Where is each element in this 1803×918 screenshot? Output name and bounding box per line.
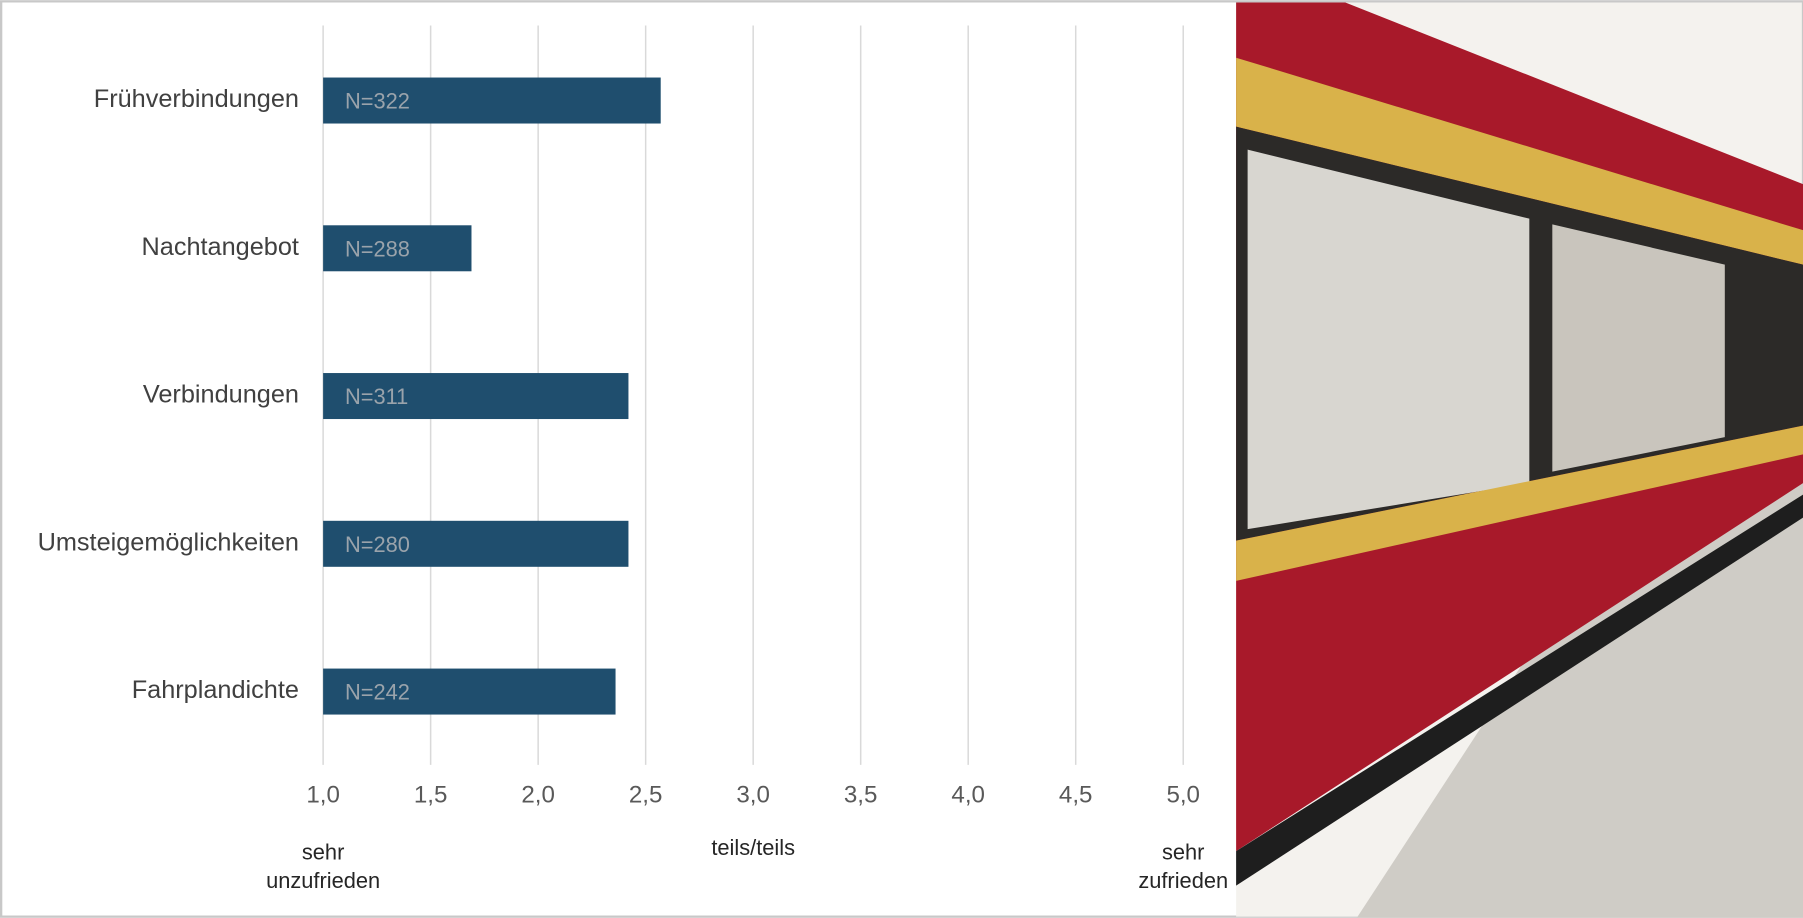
y-tick-label: Umsteigemöglichkeiten (38, 528, 299, 556)
y-tick-label: Fahrplandichte (132, 676, 299, 704)
y-tick-label: Nachtangebot (142, 233, 299, 261)
bar-label: N=322 (345, 89, 410, 114)
annotation-line: sehr (1162, 839, 1204, 864)
bar-label: N=242 (345, 680, 410, 705)
bar-label: N=311 (345, 384, 408, 409)
window-glass (1552, 224, 1725, 472)
x-tick-label: 5,0 (1166, 781, 1200, 808)
photo (1236, 2, 1803, 918)
annotation-line: unzufrieden (266, 868, 380, 893)
x-tick-label: 3,5 (844, 781, 878, 808)
bar (323, 225, 472, 272)
x-tick-label: 4,5 (1059, 781, 1093, 808)
x-tick-label: 3,0 (736, 781, 770, 808)
train-stripe (1236, 425, 1803, 581)
y-tick-label: Frühverbindungen (94, 85, 299, 113)
y-tick-label: Verbindungen (143, 381, 299, 409)
train-skirt (1236, 494, 1803, 886)
bar (323, 77, 661, 124)
x-tick-label: 1,0 (306, 781, 340, 808)
axis-annotation: sehr unzufrieden (266, 839, 380, 893)
x-tick-label: 2,5 (629, 781, 663, 808)
bar (323, 520, 629, 567)
train-stripe (1236, 57, 1803, 265)
bar-label: N=288 (345, 236, 410, 261)
axis-annotation: teils/teils (711, 835, 795, 860)
x-tick-label: 1,5 (414, 781, 448, 808)
bar (323, 668, 616, 715)
x-tick-label: 4,0 (951, 781, 985, 808)
bar (323, 373, 629, 420)
annotation-line: zufrieden (1138, 868, 1228, 893)
bar-label: N=280 (345, 532, 410, 557)
axis-annotation: sehr zufrieden (1138, 839, 1228, 893)
annotation-line: teils/teils (711, 835, 795, 860)
annotation-line: sehr (302, 839, 344, 864)
platform (1356, 437, 1803, 918)
window-glass (1247, 149, 1530, 530)
x-tick-label: 2,0 (521, 781, 555, 808)
